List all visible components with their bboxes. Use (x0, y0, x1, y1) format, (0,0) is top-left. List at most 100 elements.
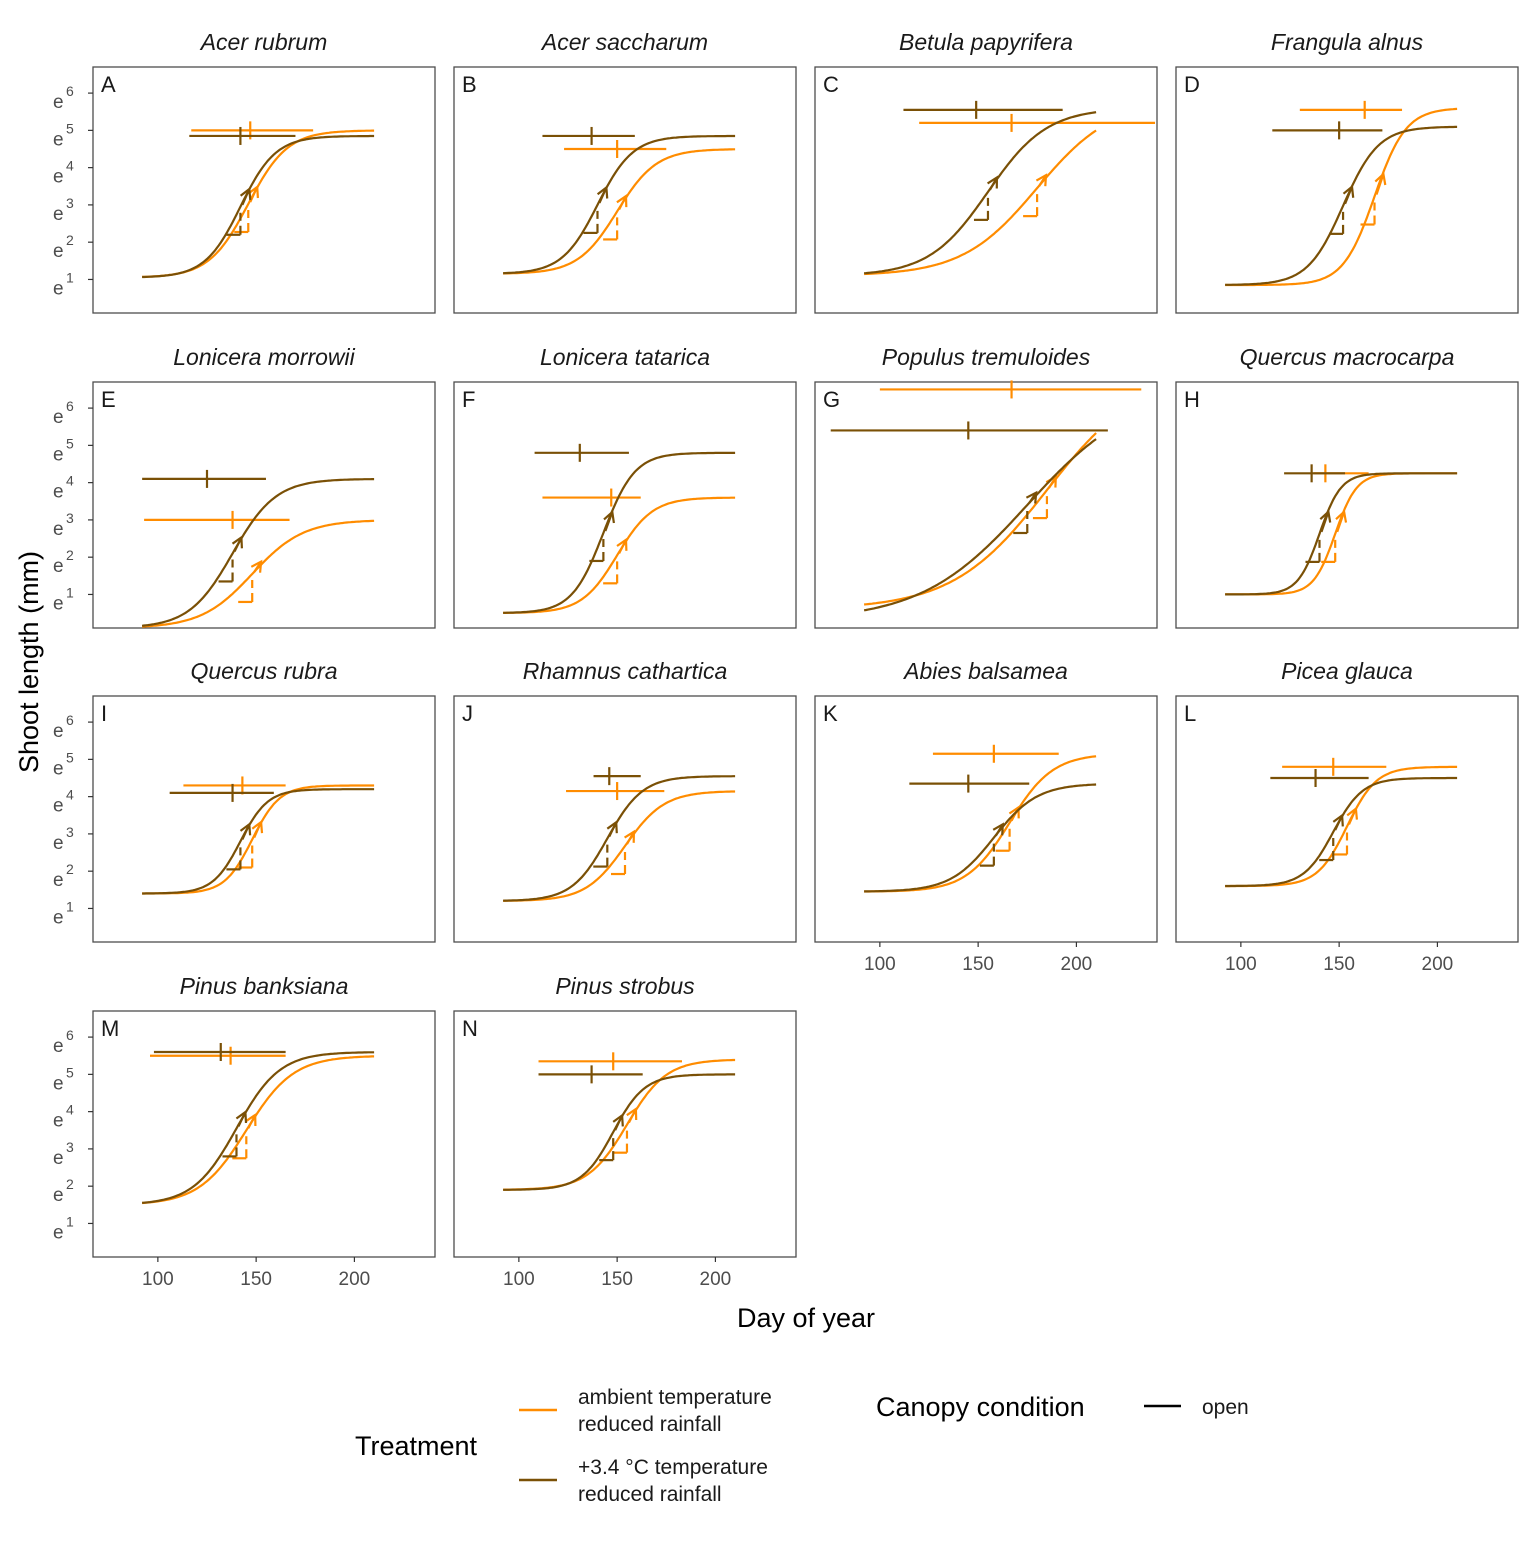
y-tick-label: e (53, 129, 64, 150)
inflection-arrow-head (1342, 184, 1355, 198)
series-warm (142, 783, 375, 895)
panel-frame (92, 1010, 436, 1258)
growth-curve (863, 438, 1097, 612)
panel-frame (814, 381, 1158, 629)
y-axis-title: Shoot length (mm) (14, 551, 44, 773)
series-warm (1225, 121, 1458, 286)
inflection-arrow-head (1025, 490, 1038, 504)
inflection-arrow-shaft (1334, 814, 1344, 831)
series-warm (503, 443, 736, 614)
series-warm (1225, 769, 1458, 888)
facet-title: Abies balsamea (902, 658, 1068, 684)
facet-panel-G: Populus tremuloides G (814, 344, 1158, 629)
growth-curve (141, 1051, 375, 1204)
facet-title: Quercus rubra (190, 658, 337, 684)
growth-curve (142, 1055, 375, 1205)
inflection-arrow-head (596, 185, 609, 199)
y-tick-label: e (53, 870, 64, 891)
x-tick-label: 100 (142, 1269, 174, 1290)
panel-tag: N (462, 1016, 478, 1041)
series-ambient (142, 1046, 375, 1205)
y-tick-exponent: 3 (66, 510, 74, 526)
facet-title: Betula papyrifera (899, 29, 1073, 55)
x-tick-label: 150 (601, 1269, 633, 1290)
facet-title: Acer saccharum (540, 29, 708, 55)
panel-frame (453, 66, 797, 314)
y-tick-exponent: 5 (66, 1064, 74, 1080)
y-tick-label: e (53, 444, 64, 465)
facet-panel-N: Pinus strobus N 100 150 200 (453, 973, 797, 1290)
y-tick-exponent: 6 (66, 1027, 74, 1043)
growth-curve (503, 496, 736, 614)
series-warm (142, 126, 375, 279)
growth-curve (503, 775, 736, 902)
inflection-arrow-head (612, 1113, 624, 1127)
growth-curve (1225, 125, 1458, 286)
series-warm (503, 1065, 736, 1191)
inflection-arrow-shaft (249, 186, 259, 203)
x-tick-label: 150 (962, 954, 994, 975)
inflection-arrow-head (616, 537, 628, 551)
series-ambient (503, 782, 736, 902)
panel-tag: G (823, 387, 840, 412)
growth-curve (864, 783, 1097, 893)
y-tick-exponent: 6 (66, 83, 74, 99)
facet-panel-B: Acer saccharum B (453, 29, 797, 314)
series-ambient (142, 121, 375, 278)
y-tick-exponent: 5 (66, 749, 74, 765)
panel-tag: J (462, 701, 473, 726)
inflection-arrow-head (616, 194, 628, 208)
inflection-arrow-head (235, 1110, 248, 1124)
y-tick-label: e (53, 1111, 64, 1132)
y-tick-label: e (53, 1036, 64, 1057)
series-ambient (1225, 464, 1458, 596)
facet-title: Pinus strobus (555, 973, 695, 999)
facet-title: Pinus banksiana (180, 973, 349, 999)
panel-tag: F (462, 387, 475, 412)
facet-panel-L: Picea glauca L 100 150 200 (1175, 658, 1519, 975)
facet-title: Frangula alnus (1271, 29, 1424, 55)
x-tick-label: 200 (1061, 954, 1093, 975)
y-tick-label: e (53, 1073, 64, 1094)
y-tick-label: e (53, 482, 64, 503)
panel-frame (1175, 381, 1519, 629)
inflection-arrow-shaft (247, 1114, 257, 1129)
series-ambient (142, 510, 375, 628)
series-ambient (503, 488, 736, 614)
y-tick-exponent: 3 (66, 195, 74, 211)
inflection-arrow-head (239, 822, 252, 836)
growth-curve (142, 788, 375, 895)
legend: Treatment ambient temperature reduced rain… (355, 1386, 1249, 1506)
y-tick-label: e (53, 796, 64, 817)
y-tick-exponent: 4 (66, 787, 74, 803)
inflection-arrow-shaft (608, 821, 618, 838)
panel-tag: H (1184, 387, 1200, 412)
legend-label-canopy: open (1202, 1396, 1249, 1419)
y-tick-exponent: 3 (66, 824, 74, 840)
y-tick-label: e (53, 556, 64, 577)
panel-tag: L (1184, 701, 1196, 726)
panel-frame (92, 695, 436, 943)
inflection-arrow-shaft (627, 1108, 637, 1124)
x-tick-label: 100 (1225, 954, 1257, 975)
inflection-arrow-head (1008, 805, 1020, 819)
inflection-arrow-shaft (253, 821, 263, 838)
series-ambient (142, 776, 375, 895)
growth-curve (142, 134, 375, 279)
inflection-arrow-shaft (604, 511, 614, 532)
inflection-arrow-head (1346, 806, 1358, 820)
growth-curve (503, 451, 736, 614)
y-tick-exponent: 2 (66, 232, 74, 248)
y-tick-exponent: 3 (66, 1139, 74, 1155)
inflection-arrow-head (1335, 509, 1348, 523)
facet-panel-F: Lonicera tatarica F (453, 344, 797, 629)
inflection-arrow-shaft (618, 195, 628, 210)
inflection-arrow-shaft (989, 176, 998, 191)
y-tick-label: e (53, 833, 64, 854)
y-tick-label: e (53, 167, 64, 188)
y-tick-exponent: 1 (66, 1213, 74, 1229)
